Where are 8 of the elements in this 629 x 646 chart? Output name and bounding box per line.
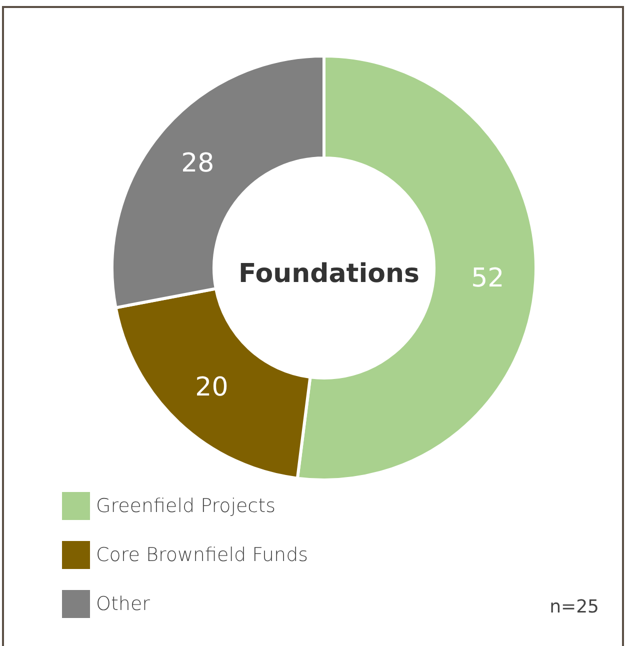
text: n=25 [550,596,600,618]
legend-label: Other [96,593,150,615]
data-label: 20 [195,372,228,403]
legend-label: Core Brownfield Funds [96,544,308,566]
legend-label: Greenfield Projects [96,495,276,517]
data-label: 52 [471,263,504,294]
data-label: 28 [181,148,214,178]
text: Foundations [238,259,420,289]
